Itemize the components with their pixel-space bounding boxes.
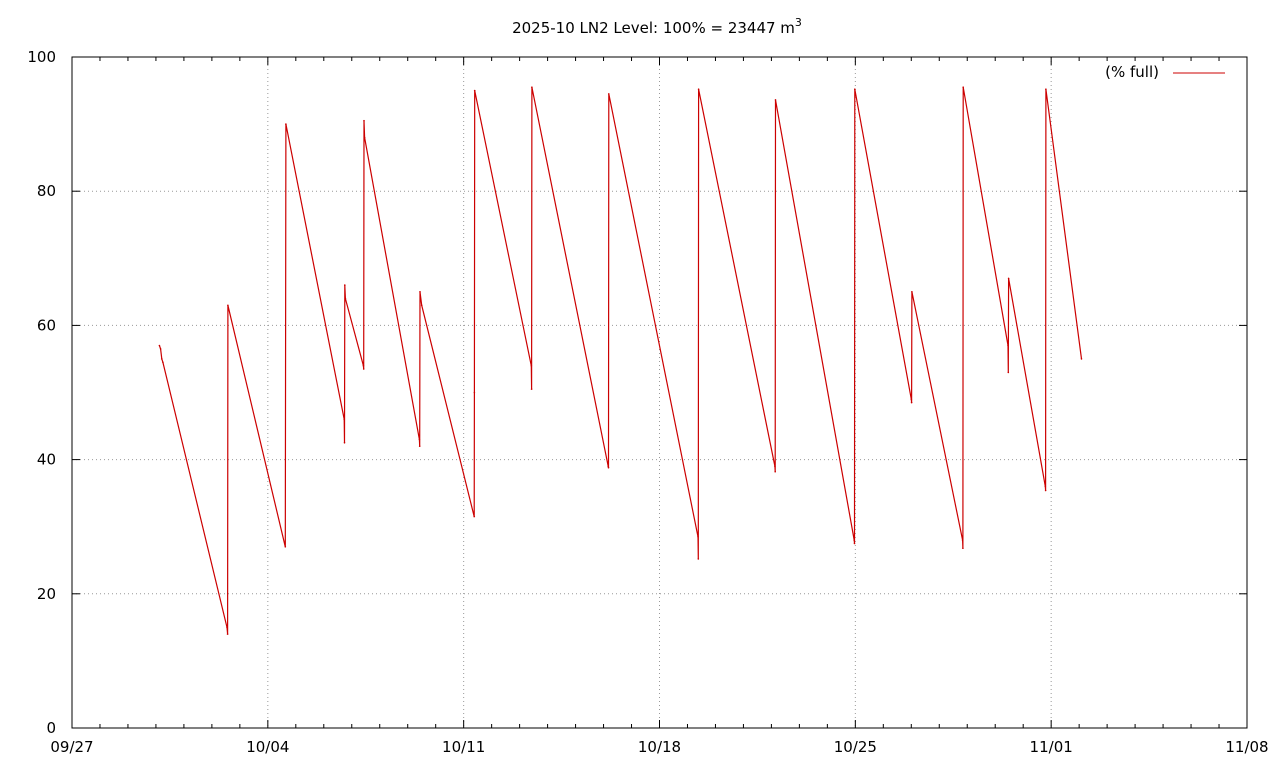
data-point: [697, 536, 699, 538]
data-point: [285, 123, 287, 125]
series-layer: [158, 86, 1083, 635]
data-point: [162, 361, 164, 364]
data-point: [343, 442, 346, 444]
data-point: [911, 291, 913, 293]
plot-frame: [71, 56, 1248, 729]
data-point: [363, 136, 366, 139]
data-point: [419, 291, 421, 293]
data-point: [473, 391, 476, 394]
chart-title: 2025-10 LN2 Level: 100% = 23447 m3: [512, 16, 802, 37]
x-tick-label: 10/25: [834, 738, 877, 756]
data-point: [1007, 344, 1009, 347]
x-tick-label: 11/01: [1030, 738, 1073, 756]
data-point: [284, 546, 287, 548]
data-point: [961, 539, 964, 541]
data-point: [159, 348, 162, 350]
data-point: [1007, 371, 1010, 374]
data-point: [1080, 358, 1083, 360]
x-tick-labels: 09/27 10/04 10/11 10/18 10/25 11/01 11/08: [50, 738, 1268, 756]
y-tick-label: 80: [37, 182, 56, 200]
data-point: [418, 438, 421, 441]
data-point: [910, 401, 913, 404]
data-point: [343, 418, 346, 421]
data-point: [344, 297, 347, 300]
legend-label: (% full): [1105, 63, 1159, 81]
data-point: [853, 539, 855, 541]
y-tick-label: 60: [37, 316, 56, 334]
legend: (% full): [1105, 63, 1225, 81]
data-point: [607, 465, 609, 468]
x-tick-label: 10/04: [246, 738, 289, 756]
y-tick-label: 20: [37, 585, 56, 603]
data-point: [473, 515, 476, 518]
data-point: [962, 86, 964, 88]
data-point: [530, 388, 533, 390]
data-point: [362, 368, 365, 370]
data-point: [774, 99, 777, 101]
data-point: [531, 86, 533, 88]
data-point: [853, 542, 856, 545]
data-point: [227, 304, 229, 307]
data-point: [774, 465, 776, 468]
data-point: [530, 364, 533, 367]
chart-title-main: 2025-10 LN2 Level: 100% = 23447 m: [512, 19, 795, 37]
data-point: [697, 558, 700, 560]
y-tick-label: 100: [27, 48, 56, 66]
y-tick-label: 40: [37, 451, 56, 469]
data-point: [697, 88, 700, 90]
data-point: [161, 358, 163, 360]
y-tick-label: 0: [46, 719, 56, 737]
series-line: [158, 86, 1083, 635]
chart-title-superscript: 3: [795, 16, 802, 29]
data-point: [226, 626, 228, 629]
data-point: [418, 445, 421, 448]
data-point: [962, 547, 964, 549]
x-tick-label: 10/18: [638, 738, 681, 756]
data-point: [344, 284, 346, 286]
x-tick-label: 09/27: [50, 738, 93, 756]
data-point: [774, 470, 776, 473]
data-point: [607, 466, 610, 469]
data-point: [608, 93, 610, 95]
data-point: [1045, 88, 1047, 90]
data-point: [362, 364, 365, 367]
data-point: [1007, 277, 1010, 280]
data-point: [158, 344, 161, 347]
data-point: [363, 119, 365, 122]
data-point: [420, 304, 423, 307]
data-point: [473, 89, 476, 92]
data-point: [1044, 489, 1047, 492]
data-point: [854, 88, 856, 90]
x-tick-label: 11/08: [1225, 738, 1268, 756]
x-tick-label: 10/11: [442, 738, 485, 756]
data-point: [1044, 485, 1047, 488]
data-point: [910, 398, 913, 401]
data-point: [226, 633, 229, 635]
y-tick-labels: 0 20 40 60 80 100: [27, 48, 56, 737]
